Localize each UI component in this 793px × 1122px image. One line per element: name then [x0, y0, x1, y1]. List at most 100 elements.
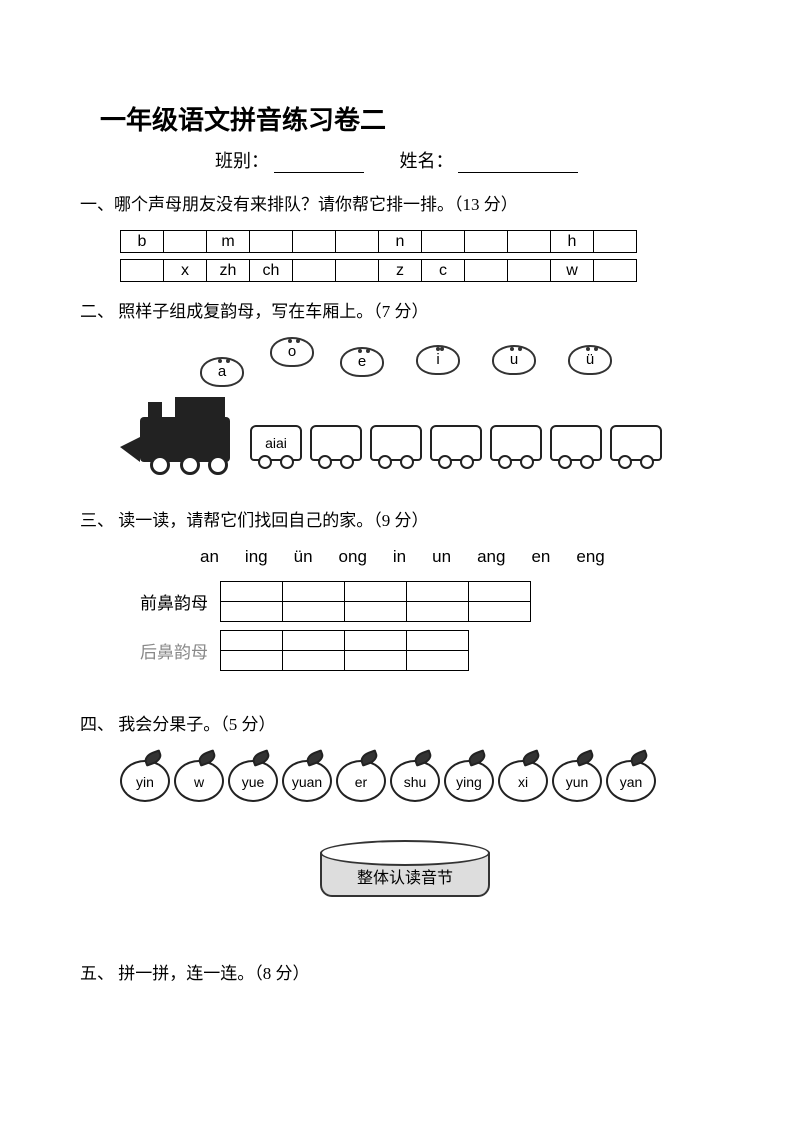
fruit-item: yun	[552, 760, 602, 802]
category-cell	[283, 581, 345, 601]
header-fields: 班别： 姓名：	[80, 147, 713, 173]
grid-cell: b	[121, 231, 164, 253]
q2-num: 二、	[80, 302, 114, 321]
grid-cell	[594, 231, 637, 253]
q3-heading: 三、 读一读，请帮它们找回自己的家。（9 分）	[80, 507, 713, 534]
category-cell	[407, 650, 469, 670]
category-cell	[345, 630, 407, 650]
pinyin-item: an	[200, 547, 219, 566]
q3-text: 读一读，请帮它们找回自己的家。（9 分）	[118, 511, 428, 530]
pinyin-item: eng	[576, 547, 604, 566]
front-nasal-row: 前鼻韵母	[140, 581, 713, 622]
train-car	[550, 425, 602, 461]
fruit-item: yue	[228, 760, 278, 802]
grid-cell: w	[551, 260, 594, 282]
category-cell	[283, 601, 345, 621]
train-engine	[120, 397, 240, 467]
grid-cell: n	[379, 231, 422, 253]
cloud-vowel: u	[492, 345, 536, 375]
cloud-vowel: ü	[568, 345, 612, 375]
q5-text: 拼一拼，连一连。（8 分）	[118, 964, 309, 983]
category-cell	[469, 581, 531, 601]
category-cell	[221, 601, 283, 621]
category-cell	[345, 601, 407, 621]
train-diagram: aoe i u ü aiai	[120, 337, 713, 487]
category-cell	[407, 601, 469, 621]
basket: 整体认读音节	[320, 840, 490, 900]
q3-items: aningünonginunangeneng	[200, 547, 713, 567]
q5-num: 五、	[80, 964, 114, 983]
pinyin-item: ing	[245, 547, 268, 566]
front-nasal-label: 前鼻韵母	[140, 589, 220, 614]
q1-heading: 一、哪个声母朋友没有来排队？请你帮它排一排。（13 分）	[80, 191, 713, 218]
q4-text: 我会分果子。（5 分）	[118, 715, 275, 734]
grid-cell	[250, 231, 293, 253]
grid-cell	[293, 260, 336, 282]
category-cell	[283, 630, 345, 650]
q4-heading: 四、 我会分果子。（5 分）	[80, 711, 713, 738]
front-nasal-table	[220, 581, 531, 622]
grid-cell	[293, 231, 336, 253]
category-cell	[345, 650, 407, 670]
grid-cell: x	[164, 260, 207, 282]
grid-cell	[422, 231, 465, 253]
train-car: aiai	[250, 425, 302, 461]
q1-text: 哪个声母朋友没有来排队？请你帮它排一排。（13 分）	[114, 195, 518, 214]
grid-cell	[594, 260, 637, 282]
pinyin-item: in	[393, 547, 406, 566]
fruit-item: w	[174, 760, 224, 802]
q1-num: 一、	[80, 195, 114, 214]
name-line	[458, 155, 578, 173]
category-cell	[407, 581, 469, 601]
back-nasal-table	[220, 630, 469, 671]
class-line	[274, 155, 364, 173]
q4-num: 四、	[80, 715, 114, 734]
pinyin-item: ong	[339, 547, 367, 566]
back-nasal-row: 后鼻韵母	[140, 630, 713, 671]
category-cell	[407, 630, 469, 650]
grid-cell	[508, 260, 551, 282]
category-cell	[221, 650, 283, 670]
grid-cell: c	[422, 260, 465, 282]
cloud-vowel: i	[416, 345, 460, 375]
q2-text: 照样子组成复韵母，写在车厢上。（7 分）	[118, 302, 428, 321]
fruit-item: xi	[498, 760, 548, 802]
train-car	[370, 425, 422, 461]
fruit-item: ying	[444, 760, 494, 802]
train-car	[490, 425, 542, 461]
fruit-item: er	[336, 760, 386, 802]
fruit-item: shu	[390, 760, 440, 802]
pinyin-item: ün	[294, 547, 313, 566]
page-title: 一年级语文拼音练习卷二	[100, 100, 713, 137]
fruit-item: yin	[120, 760, 170, 802]
fruit-diagram: yinwyueyuanershuyingxiyunyan整体认读音节	[120, 750, 713, 930]
class-label: 班别：	[215, 147, 269, 173]
cloud-vowel: o	[270, 337, 314, 367]
name-label: 姓名：	[400, 147, 454, 173]
cloud-vowel: a	[200, 357, 244, 387]
category-cell	[469, 601, 531, 621]
pinyin-item: ang	[477, 547, 505, 566]
cloud-vowel: e	[340, 347, 384, 377]
category-cell	[283, 650, 345, 670]
pinyin-item: en	[531, 547, 550, 566]
train-car	[610, 425, 662, 461]
category-cell	[345, 581, 407, 601]
back-nasal-label: 后鼻韵母	[140, 638, 220, 663]
q3-num: 三、	[80, 511, 114, 530]
grid-cell: h	[551, 231, 594, 253]
train-car	[310, 425, 362, 461]
q5-heading: 五、 拼一拼，连一连。（8 分）	[80, 960, 713, 987]
grid-cell: zh	[207, 260, 250, 282]
grid-cell: z	[379, 260, 422, 282]
grid-cell: m	[207, 231, 250, 253]
basket-label: 整体认读音节	[320, 864, 490, 888]
q2-heading: 二、 照样子组成复韵母，写在车厢上。（7 分）	[80, 298, 713, 325]
train-car	[430, 425, 482, 461]
grid-cell	[336, 231, 379, 253]
grid-cell: ch	[250, 260, 293, 282]
category-cell	[221, 581, 283, 601]
grid-cell	[465, 231, 508, 253]
grid-cell	[164, 231, 207, 253]
grid-cell	[465, 260, 508, 282]
